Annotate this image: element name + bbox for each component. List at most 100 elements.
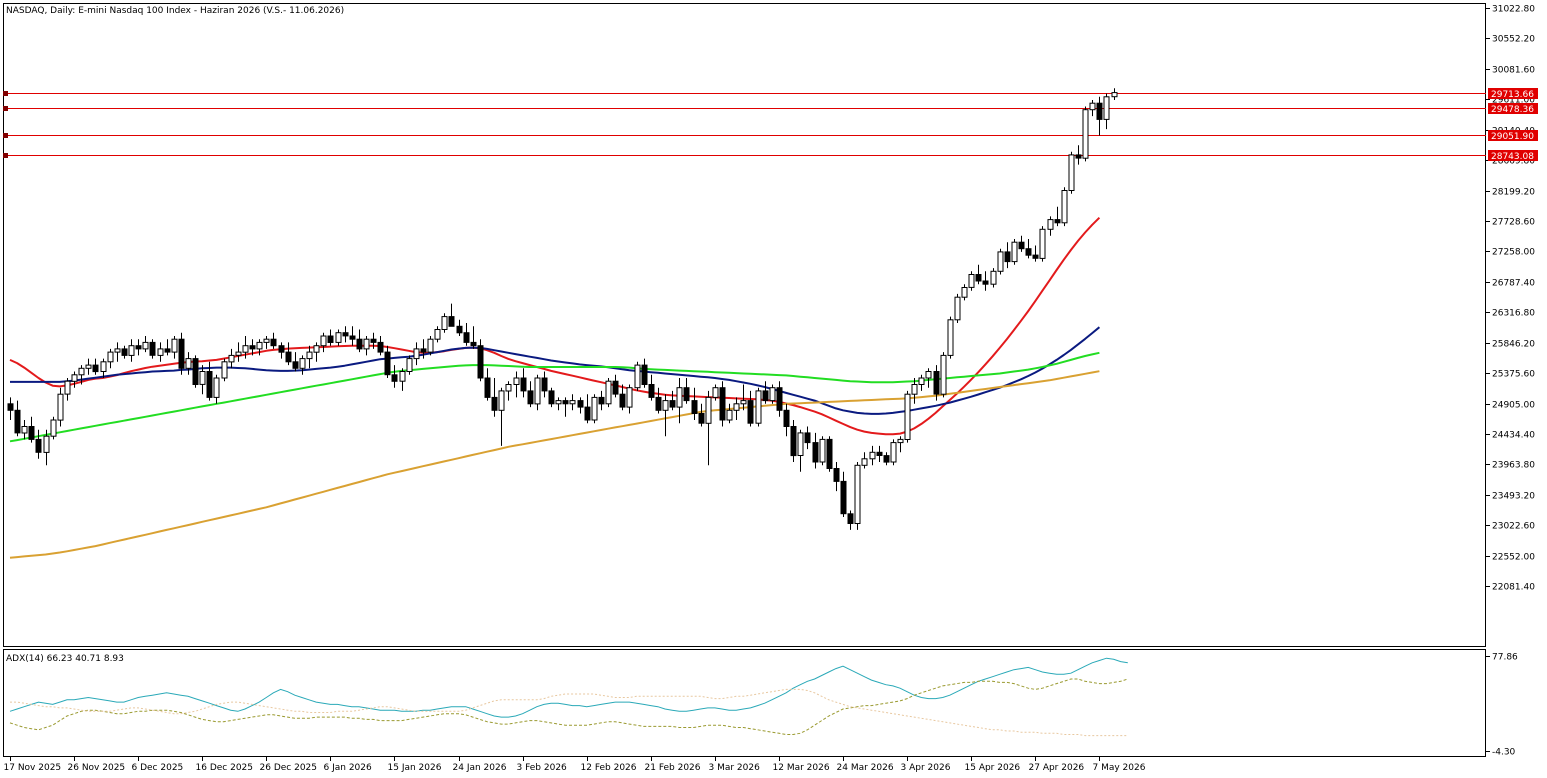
candle-body xyxy=(541,377,548,392)
candle xyxy=(890,439,897,466)
candle-body xyxy=(491,396,498,411)
candle-body xyxy=(356,338,363,350)
candle xyxy=(1018,235,1025,252)
candle-body xyxy=(726,409,733,421)
price-tick-label: 28669.80 xyxy=(1492,157,1535,167)
candle-body xyxy=(164,348,171,353)
candle-body xyxy=(719,387,726,421)
candle-body xyxy=(861,458,868,466)
candle-body xyxy=(562,400,569,405)
candle-body xyxy=(43,435,50,453)
candle-body xyxy=(925,371,932,379)
candle-body xyxy=(1054,219,1061,224)
level-label-0: 29713.66 xyxy=(1491,90,1534,100)
candle-body xyxy=(776,387,783,411)
candle xyxy=(683,378,690,404)
candle-body xyxy=(178,338,185,369)
candle xyxy=(612,374,619,398)
candle xyxy=(520,368,527,398)
candle-body xyxy=(270,338,277,347)
candle xyxy=(705,390,712,466)
candle-body xyxy=(57,393,64,421)
candle xyxy=(192,355,199,388)
candle xyxy=(35,429,42,459)
candle xyxy=(292,352,299,372)
main-pane-frame xyxy=(3,3,1486,647)
candle xyxy=(448,303,455,327)
candle-body xyxy=(327,335,334,343)
price-tick-label: 23493.20 xyxy=(1492,492,1535,502)
candle xyxy=(356,329,363,353)
candle-body xyxy=(206,371,213,398)
candle xyxy=(1032,245,1039,262)
level-labels: 29713.66 29478.36 29051.90 28743.08 xyxy=(1488,88,1538,162)
level-handle-3[interactable] xyxy=(3,153,8,158)
candle xyxy=(327,329,334,346)
candle-body xyxy=(1096,102,1103,120)
adx-lines xyxy=(9,657,1128,737)
horizontal-levels xyxy=(3,91,1486,158)
candle xyxy=(463,323,470,346)
candle xyxy=(7,397,14,420)
candle xyxy=(726,403,733,424)
candle xyxy=(883,452,890,466)
moving-average-2 xyxy=(9,351,1100,443)
candle xyxy=(676,378,683,424)
date-tick-label: 3 Feb 2026 xyxy=(517,763,568,773)
candle-body xyxy=(669,400,676,408)
level-handle-2[interactable] xyxy=(3,133,8,138)
candle xyxy=(918,374,925,391)
candle-body xyxy=(278,345,285,353)
moving-average-3 xyxy=(9,370,1100,559)
date-tick-label: 3 Mar 2026 xyxy=(709,763,761,773)
candle xyxy=(477,339,484,382)
candle xyxy=(733,397,740,420)
level-label-1: 29478.36 xyxy=(1491,105,1534,115)
candle xyxy=(335,329,342,346)
candle xyxy=(569,394,576,411)
candle xyxy=(306,345,313,369)
candle-body xyxy=(940,354,947,395)
candle-body xyxy=(968,274,975,288)
candle-body xyxy=(384,351,391,376)
candle xyxy=(669,390,676,411)
candle xyxy=(982,271,989,291)
candle xyxy=(755,387,762,427)
date-tick-label: 12 Mar 2026 xyxy=(773,763,830,773)
candle-body xyxy=(812,442,819,463)
candle xyxy=(213,374,220,404)
level-handle-1[interactable] xyxy=(3,106,8,111)
candle xyxy=(619,384,626,411)
candle-body xyxy=(1039,228,1046,259)
candle-body xyxy=(769,387,776,402)
candle-body xyxy=(420,348,427,353)
candle-body xyxy=(662,400,669,411)
candle-body xyxy=(1089,102,1096,111)
candle xyxy=(100,358,107,378)
candle xyxy=(1054,206,1061,227)
candle-body xyxy=(313,345,320,353)
level-handle-0[interactable] xyxy=(3,91,8,96)
adx-tick-label: -4.30 xyxy=(1492,748,1516,758)
candle xyxy=(85,358,92,375)
candle-body xyxy=(783,409,790,427)
candle-body xyxy=(641,364,648,386)
candle-body xyxy=(1075,154,1082,159)
candle-body xyxy=(292,361,299,369)
candle xyxy=(78,365,85,385)
candle-body xyxy=(740,400,747,405)
candle xyxy=(441,313,448,333)
candle xyxy=(804,426,811,450)
level-label-2: 29051.90 xyxy=(1491,132,1534,142)
candle-body xyxy=(762,390,769,402)
candle-body xyxy=(228,354,235,363)
candle-body xyxy=(513,377,520,385)
candle-body xyxy=(883,455,890,463)
candle xyxy=(1039,226,1046,262)
price-tick-label: 24434.40 xyxy=(1492,431,1535,441)
price-tick-label: 26316.80 xyxy=(1492,309,1535,319)
candle-body xyxy=(804,432,811,444)
candle xyxy=(662,394,669,437)
candle xyxy=(235,342,242,362)
